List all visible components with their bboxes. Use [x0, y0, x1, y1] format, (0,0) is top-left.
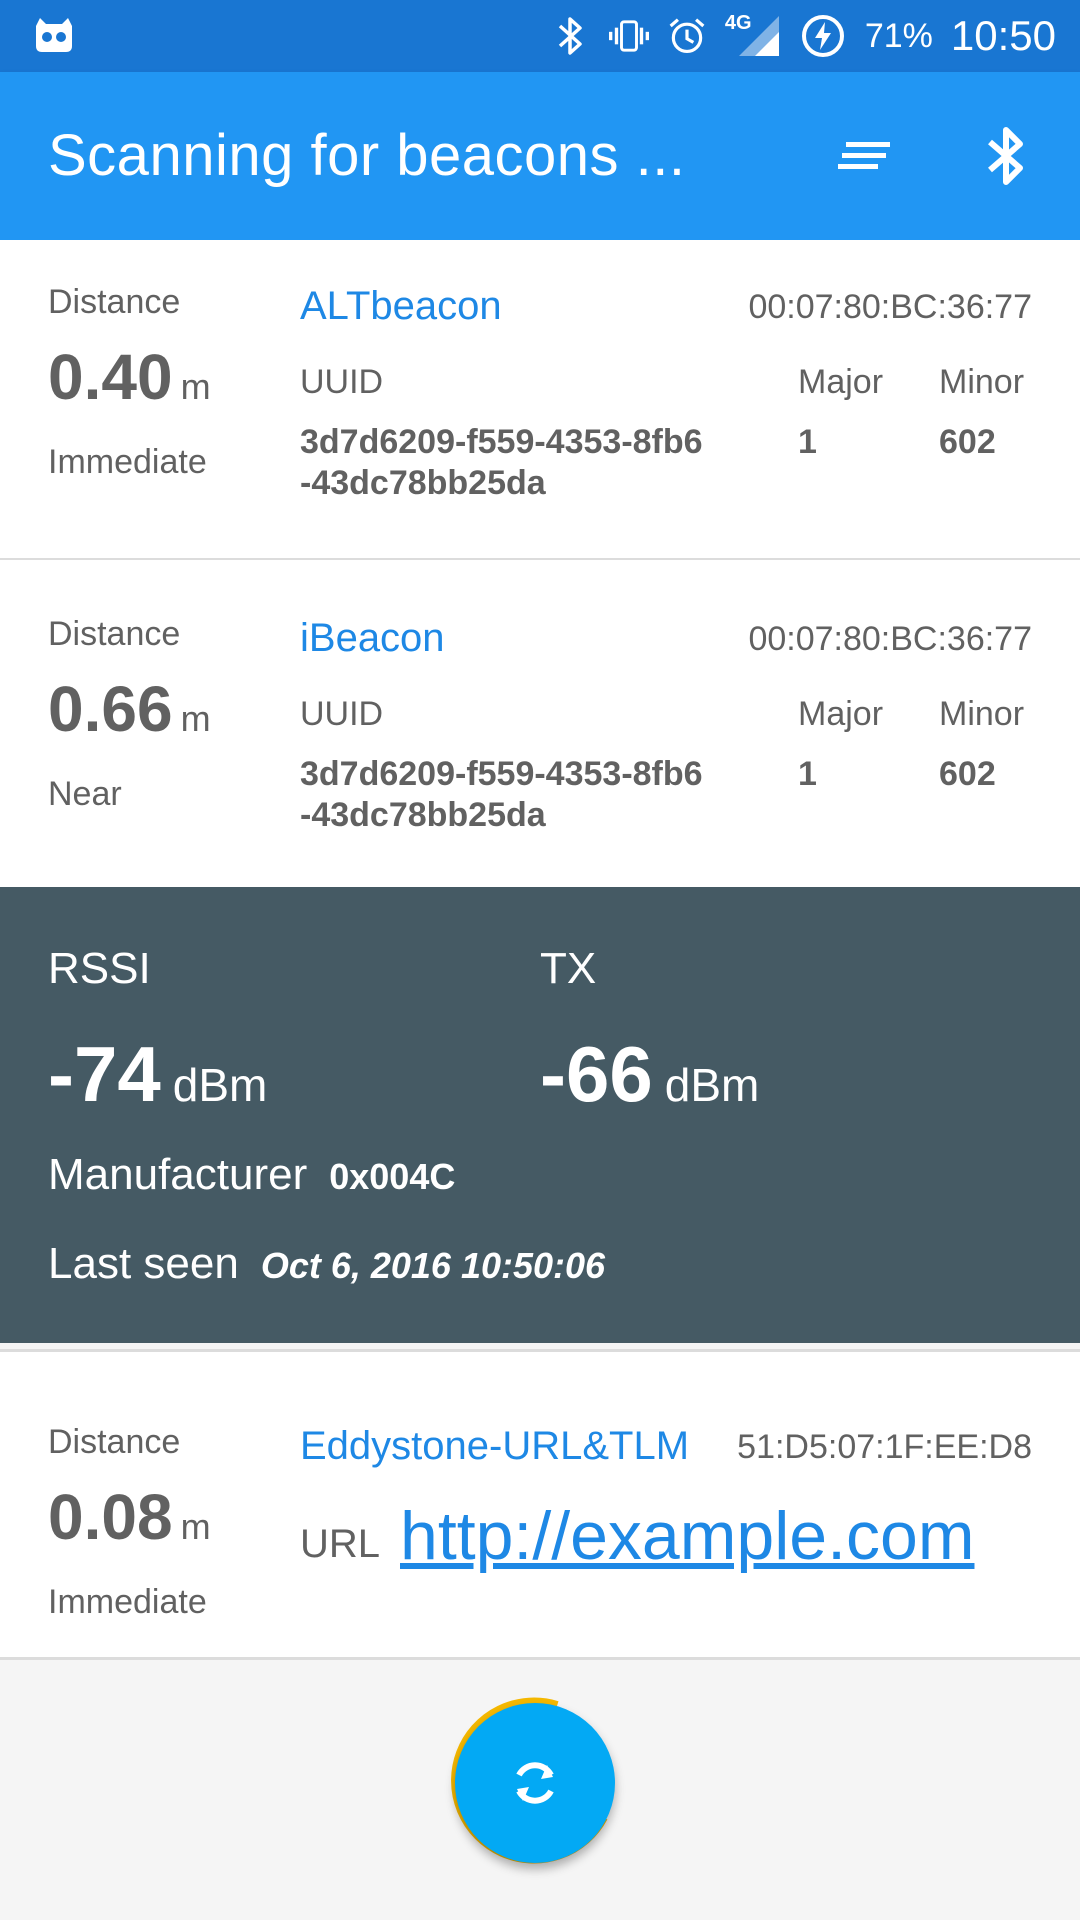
refresh-button[interactable]	[455, 1703, 615, 1863]
distance-number: 0.08	[48, 1481, 173, 1553]
manufacturer-label: Manufacturer	[48, 1150, 308, 1199]
uuid-line-2: -43dc78bb25da	[300, 796, 546, 834]
bluetooth-button[interactable]	[966, 116, 1046, 196]
rssi-label: RSSI	[48, 944, 151, 993]
bluetooth-icon	[551, 14, 591, 58]
manufacturer-row: Manufacturer 0x004C	[48, 1150, 455, 1200]
uuid-line-1: 3d7d6209-f559-4353-8fb6	[300, 755, 703, 793]
beacon-mac-address: 51:D5:07:1F:EE:D8	[737, 1428, 1032, 1466]
signal-icon: 4G	[724, 12, 781, 58]
rssi-unit: dBm	[172, 1059, 268, 1111]
distance-label: Distance	[48, 1423, 181, 1461]
bluetooth-icon	[988, 127, 1023, 185]
distance-unit: m	[180, 1506, 211, 1547]
beacon-type: Eddystone-URL&TLM	[300, 1424, 690, 1468]
major-label: Major	[798, 695, 884, 733]
beacon-mac-address: 00:07:80:BC:36:77	[748, 620, 1032, 658]
last-seen-row: Last seen Oct 6, 2016 10:50:06	[48, 1239, 605, 1289]
distance-label: Distance	[48, 615, 181, 653]
beacon-type: iBeacon	[300, 616, 445, 660]
beacon-details-panel: RSSI -74 dBm TX -66 dBm Manufacturer 0x004C…	[0, 887, 1080, 1343]
minor-value: 602	[939, 423, 996, 461]
sort-icon	[838, 142, 890, 169]
beacon-card[interactable]: Distance 0.66 m Near iBeacon 00:07:80:BC:…	[0, 560, 1080, 890]
refresh-fab-container	[445, 1693, 625, 1873]
beacon-mac-address: 00:07:80:BC:36:77	[748, 288, 1032, 326]
network-type: 4G	[724, 12, 752, 34]
vibrate-icon	[608, 14, 649, 58]
minor-label: Minor	[939, 695, 1025, 733]
uuid-value: 3d7d6209-f559-4353-8fb6 -43dc78bb25da	[300, 754, 703, 836]
distance-value: 0.66 m	[48, 672, 211, 746]
uuid-label: UUID	[300, 695, 384, 733]
status-bar: 4G 71% 10:50	[0, 0, 1080, 72]
page-title: Scanning for beacons ...	[48, 123, 686, 188]
beacon-card[interactable]: Distance 0.40 m Immediate ALTbeacon 00:07…	[0, 240, 1080, 561]
alarm-icon	[667, 14, 707, 58]
tx-unit: dBm	[664, 1059, 760, 1111]
refresh-icon	[516, 1762, 554, 1804]
beacon-card[interactable]: Distance 0.08 m Immediate Eddystone-URL&T…	[0, 1349, 1080, 1660]
url-label: URL	[300, 1522, 381, 1566]
proximity-label: Immediate	[48, 443, 207, 481]
distance-label: Distance	[48, 283, 181, 321]
minor-value: 602	[939, 755, 996, 793]
sort-button[interactable]	[824, 116, 904, 196]
battery-percentage: 71%	[864, 16, 933, 55]
tx-label: TX	[540, 944, 597, 993]
distance-number: 0.66	[48, 673, 173, 745]
uuid-line-2: -43dc78bb25da	[300, 464, 546, 502]
distance-number: 0.40	[48, 341, 173, 413]
manufacturer-value: 0x004C	[329, 1156, 456, 1197]
distance-value: 0.08 m	[48, 1480, 211, 1554]
major-label: Major	[798, 363, 884, 401]
minor-label: Minor	[939, 363, 1025, 401]
distance-unit: m	[180, 698, 211, 739]
distance-value: 0.40 m	[48, 340, 211, 414]
proximity-label: Near	[48, 775, 122, 813]
app-bar: Scanning for beacons ...	[0, 72, 1080, 240]
major-value: 1	[798, 423, 817, 461]
last-seen-value: Oct 6, 2016 10:50:06	[260, 1245, 606, 1286]
rssi-value: -74 dBm	[48, 1029, 267, 1120]
uuid-label: UUID	[300, 363, 384, 401]
last-seen-label: Last seen	[48, 1239, 239, 1288]
major-value: 1	[798, 755, 817, 793]
tx-number: -66	[540, 1030, 653, 1118]
uuid-value: 3d7d6209-f559-4353-8fb6 -43dc78bb25da	[300, 422, 703, 504]
battery-charging-icon	[799, 14, 847, 58]
clock: 10:50	[950, 12, 1056, 59]
proximity-label: Immediate	[48, 1583, 207, 1621]
distance-unit: m	[180, 366, 211, 407]
beacon-type: ALTbeacon	[300, 284, 502, 328]
tx-value: -66 dBm	[540, 1029, 759, 1120]
cyanogen-icon	[30, 12, 78, 60]
rssi-number: -74	[48, 1030, 161, 1118]
uuid-line-1: 3d7d6209-f559-4353-8fb6	[300, 423, 703, 461]
beacon-url-link[interactable]: http://example.com	[400, 1498, 975, 1574]
